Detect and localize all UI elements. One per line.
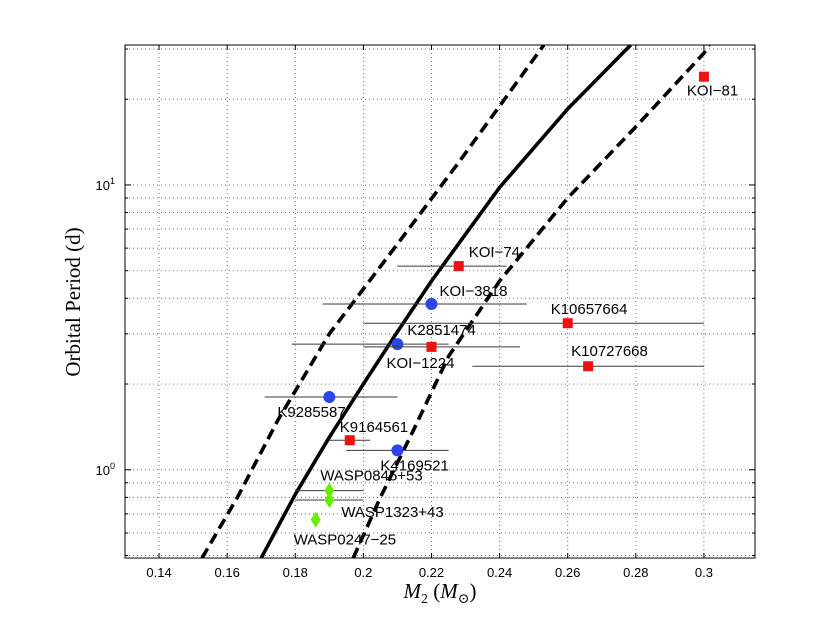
x-axis-title-unit-subscript: ⊙ [458,592,470,607]
data-points [264,71,709,528]
point-label-wasp1323-43: WASP1323+43 [341,504,443,521]
relation-upper-dashed [200,45,546,558]
point-label-wasp0247-25: WASP0247−25 [294,532,396,549]
point-marker-k10727668 [583,361,594,372]
point-label-wasp0845-53: WASP0845+53 [320,468,422,485]
x-tick-label: 0.28 [623,565,648,580]
y-tick-label-base: 10 [96,463,110,478]
point-label-k4169521: K4169521 [380,457,448,474]
x-tick-label: 0.2 [354,565,372,580]
point-marker-koi-3818 [425,297,438,310]
point-label-koi-81: KOI−81 [687,83,738,100]
relation-central-solid [259,45,632,558]
y-tick-label-exponent: 1 [110,176,115,186]
point-label-koi-74: KOI−74 [469,244,520,261]
x-tick-label: 0.26 [555,565,580,580]
x-tick-label: 0.22 [419,565,444,580]
point-label-k9164561: K9164561 [340,419,408,436]
point-marker-wasp0247-25 [310,511,321,528]
point-label-k10727668: K10727668 [571,343,648,360]
point-label-k2851474: K2851474 [407,322,475,339]
point-marker-k9285587 [323,391,336,404]
y-tick-label-exponent: 0 [110,461,115,471]
point-marker-k9164561 [344,435,355,446]
x-tick-label: 0.3 [695,565,713,580]
x-axis-title-unit-open: ( [428,579,440,603]
x-tick-label: 0.24 [487,565,512,580]
point-marker-k10657664 [562,318,573,329]
plot-area-frame [124,44,756,559]
relation-lower-dashed [351,45,711,558]
y-tick-label-base: 10 [96,178,110,193]
point-marker-koi-81 [698,71,709,82]
point-marker-wasp1323-43 [324,492,335,509]
x-tick-label: 0.18 [283,565,308,580]
y-tick-label: 100 [96,461,115,478]
x-axis-title-unit-close: ) [469,579,476,603]
point-marker-koi-74 [453,261,464,272]
point-label-koi-3818: KOI−3818 [439,283,507,300]
x-axis-title-subscript: 2 [421,592,428,607]
y-axis-title: Orbital Period (d) [61,227,85,376]
y-tick-label: 101 [96,176,115,193]
point-label-k9285587: K9285587 [277,404,345,421]
x-tick-label: 0.16 [215,565,240,580]
point-labels: KOI−81 KOI−74 KOI−3818 K10657664 K2851474 KOI… [277,83,738,549]
point-label-koi-1224: KOI−1224 [386,355,454,372]
point-marker-koi-1224 [426,341,437,352]
x-axis-title-unit-symbol: M [439,579,459,603]
point-marker-wasp0845-53 [324,482,335,499]
point-marker-k4169521 [391,444,404,457]
x-axis-title-symbol: M [403,579,423,603]
point-marker-k2851474 [391,338,404,351]
relation-curves [200,45,711,558]
point-label-k10657664: K10657664 [551,301,628,318]
x-tick-label: 0.14 [146,565,171,580]
x-axis-title: M2 (M⊙) [403,579,477,607]
